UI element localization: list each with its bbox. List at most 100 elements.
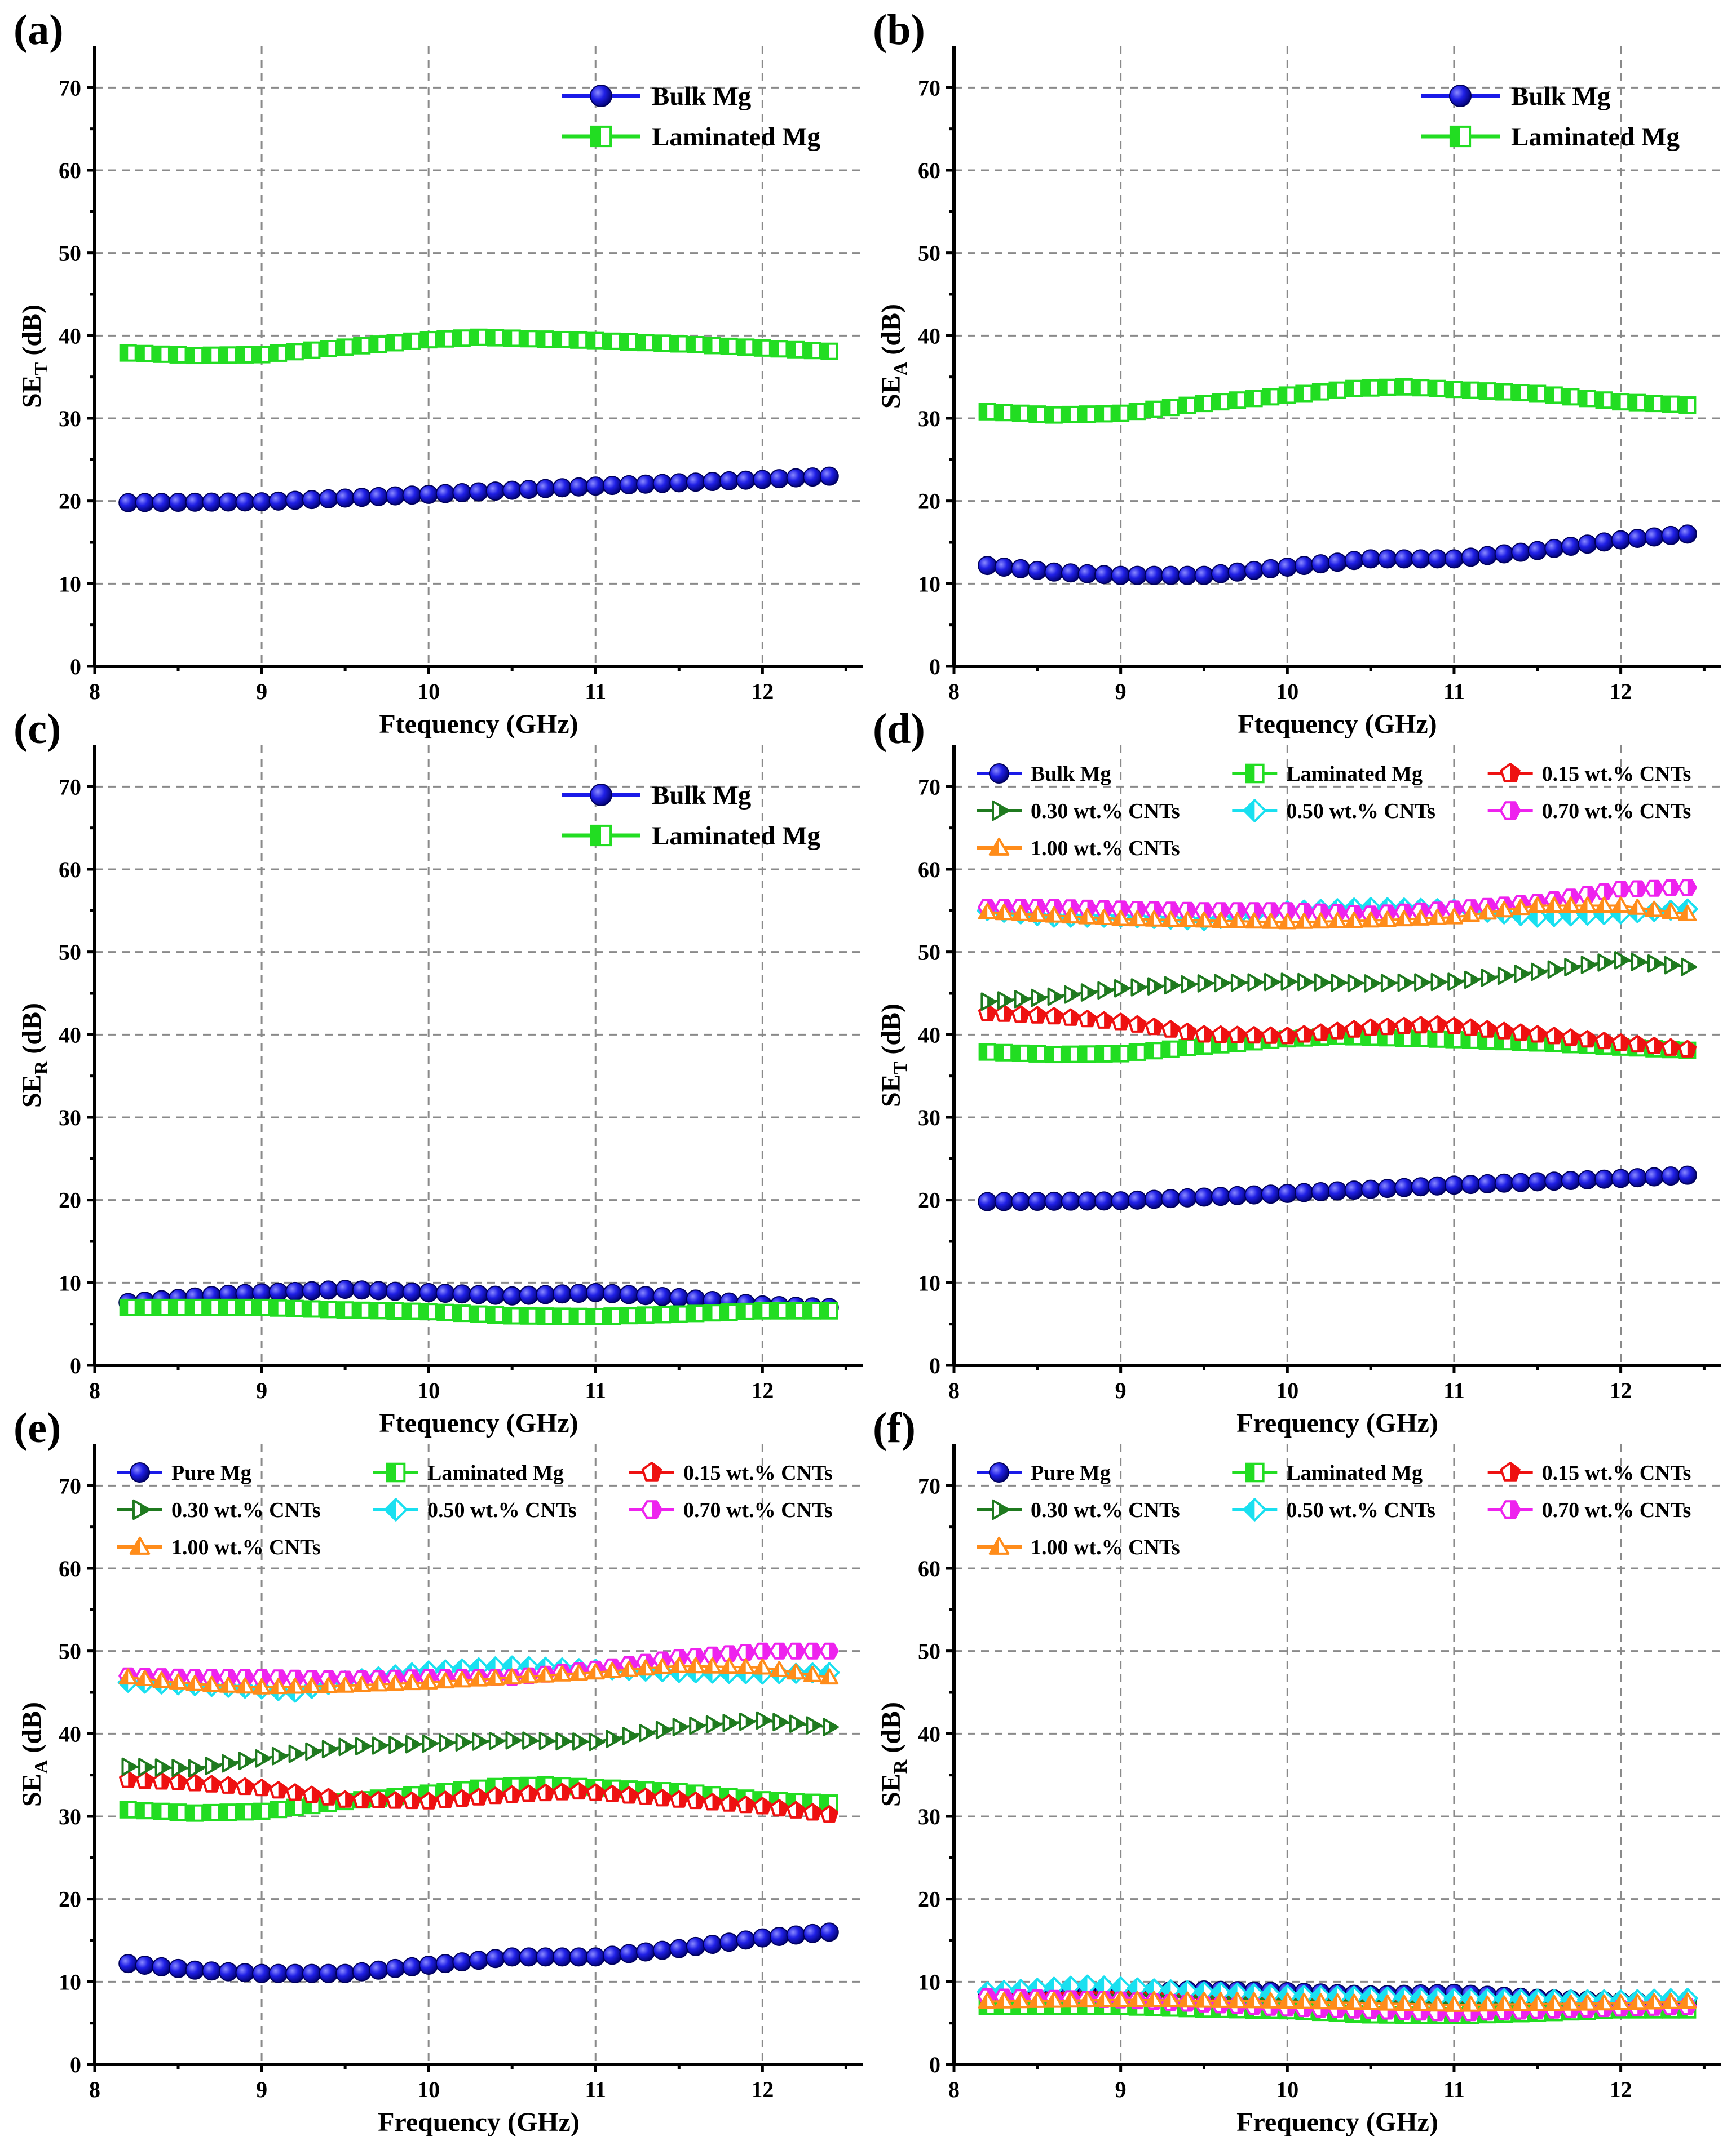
marker-fill [1170, 980, 1180, 990]
data-point [1328, 1181, 1347, 1201]
marker-shape [352, 1280, 372, 1300]
data-point [268, 491, 288, 511]
marker-shape [319, 489, 338, 508]
marker-shape [686, 472, 705, 492]
marker-fill [1671, 1039, 1679, 1055]
y-tick-label: 30 [59, 1804, 81, 1829]
legend-marker [1499, 801, 1521, 820]
marker-fill [1504, 971, 1513, 981]
data-point [152, 493, 171, 512]
legend-marker [590, 784, 612, 806]
marker-fill [1113, 1046, 1121, 1062]
marker-fill [220, 1805, 228, 1820]
data-point [620, 333, 638, 351]
marker-fill [370, 1303, 379, 1319]
data-point [536, 1307, 554, 1325]
data-point [469, 482, 488, 502]
marker-shape [268, 1283, 288, 1302]
data-point [152, 1802, 170, 1820]
marker-shape [1027, 560, 1047, 580]
marker-fill [1637, 1036, 1646, 1052]
data-point [1478, 1020, 1497, 1038]
marker-fill [488, 330, 496, 346]
data-point [1195, 395, 1213, 413]
marker-fill [996, 1045, 1004, 1060]
x-tick-label: 9 [1115, 679, 1127, 704]
marker-fill [1470, 1019, 1479, 1035]
marker-shape [1311, 1182, 1331, 1201]
data-point [1311, 1023, 1330, 1041]
panel-letter: (d) [873, 705, 925, 753]
data-point [253, 346, 271, 364]
marker-shape [1094, 1191, 1114, 1211]
marker-fill [1446, 1032, 1454, 1047]
marker-fill [1246, 391, 1254, 406]
y-axis-title-unit: (dB) [876, 304, 906, 362]
x-tick-label: 8 [89, 1378, 100, 1403]
marker-fill [471, 329, 479, 345]
data-point [1047, 987, 1064, 1006]
marker-shape [130, 1462, 150, 1483]
data-point [1211, 564, 1231, 583]
marker-shape [402, 485, 422, 505]
marker-fill [1563, 389, 1571, 405]
legend: Bulk Mg Laminated Mg [1421, 82, 1680, 152]
marker-shape [602, 476, 622, 496]
data-point [820, 1302, 838, 1320]
data-point [1128, 403, 1146, 421]
y-axis-title-sub: T [890, 1061, 911, 1074]
marker-shape [252, 492, 272, 512]
data-point [419, 1283, 439, 1302]
marker-shape [1061, 1191, 1080, 1211]
marker-fill [604, 1308, 612, 1324]
data-point [1178, 1022, 1197, 1041]
marker-shape [1578, 1170, 1597, 1189]
data-point [403, 1302, 421, 1320]
data-point [1628, 393, 1646, 412]
marker-shape [652, 474, 672, 493]
marker-fill [754, 1303, 763, 1319]
data-point [1677, 879, 1697, 896]
marker-fill [421, 332, 429, 348]
marker-shape [652, 1940, 672, 1960]
marker-fill [438, 331, 445, 347]
marker-shape [335, 1963, 355, 1983]
y-tick-label: 0 [70, 654, 81, 679]
x-axis-title: Ftequency (GHz) [1238, 709, 1437, 739]
data-point [669, 1939, 689, 1958]
marker-fill [621, 1308, 629, 1324]
data-point [669, 473, 689, 493]
x-tick-label: 11 [1443, 1378, 1465, 1403]
data-point [1664, 956, 1681, 975]
marker-fill [1230, 392, 1238, 408]
marker-shape [202, 1961, 222, 1981]
data-point [236, 346, 254, 364]
data-point [1077, 1191, 1097, 1211]
legend-item: Pure Mg [117, 1461, 251, 1485]
data-point [769, 1927, 789, 1947]
data-point [1230, 973, 1247, 992]
data-point [753, 1928, 772, 1948]
marker-fill [1180, 1040, 1187, 1056]
marker-fill [1387, 1019, 1395, 1034]
data-point [1361, 1018, 1380, 1036]
data-point [1662, 1038, 1680, 1056]
data-point [652, 1940, 672, 1960]
x-tick-label: 12 [751, 679, 774, 704]
data-point [1361, 549, 1381, 569]
data-point [1228, 1025, 1247, 1043]
legend-marker [989, 763, 1009, 784]
marker-shape [1377, 549, 1397, 569]
marker-fill [1371, 1019, 1379, 1035]
marker-shape [1461, 1175, 1481, 1195]
panel-letter: (a) [14, 6, 64, 54]
marker-shape [285, 490, 305, 510]
y-axis-title-unit: (dB) [17, 1702, 47, 1760]
marker-fill [1070, 1009, 1079, 1025]
data-point [619, 1285, 639, 1304]
data-point [252, 1963, 272, 1983]
legend-label: 1.00 wt.% CNTs [171, 1536, 321, 1559]
x-tick-label: 10 [417, 1378, 440, 1403]
marker-shape [586, 1947, 606, 1967]
marker-shape [519, 480, 538, 499]
